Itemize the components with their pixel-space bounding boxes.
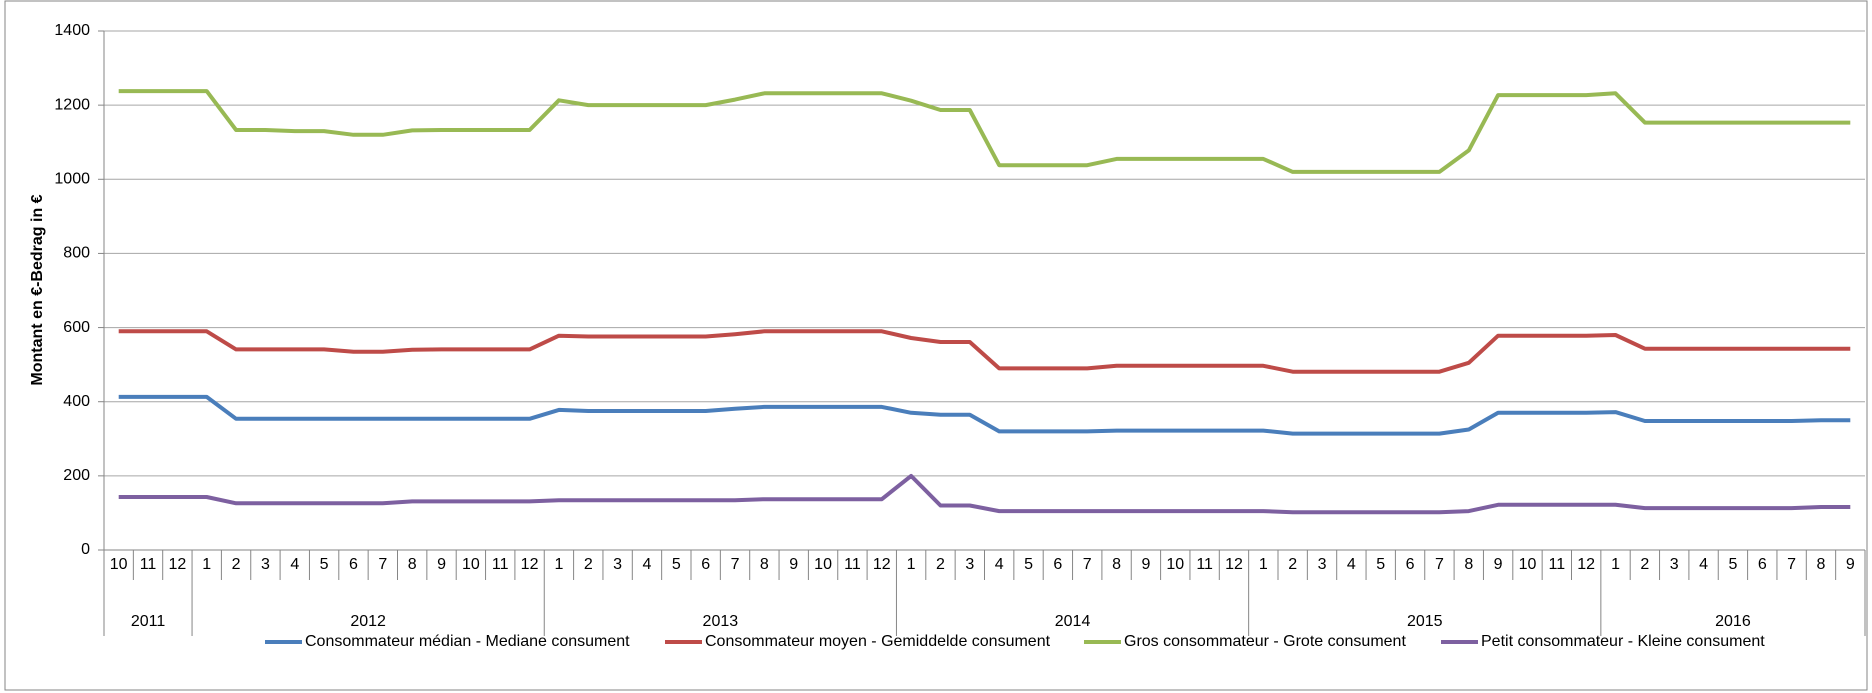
- x-tick-label: 7: [1787, 556, 1796, 573]
- x-tick-label: 11: [844, 556, 861, 573]
- x-tick-label: 10: [1519, 556, 1537, 573]
- x-tick-label: 6: [1053, 556, 1062, 573]
- series-line: [118, 473, 1851, 515]
- series-line: [118, 329, 1851, 374]
- x-tick-label: 2: [1640, 556, 1649, 573]
- x-group-label: 2012: [350, 613, 386, 630]
- x-tick-label: 9: [789, 556, 798, 573]
- y-tick-label: 1400: [54, 22, 90, 39]
- x-tick-label: 4: [995, 556, 1004, 573]
- x-tick-label: 2: [584, 556, 593, 573]
- x-tick-label: 2: [1288, 556, 1297, 573]
- x-tick-label: 8: [408, 556, 417, 573]
- x-group-label: 2016: [1715, 613, 1751, 630]
- x-tick-label: 6: [1406, 556, 1415, 573]
- x-tick-label: 2: [232, 556, 241, 573]
- x-tick-label: 4: [1699, 556, 1708, 573]
- chart-frame: [4, 0, 1868, 691]
- x-tick-label: 10: [814, 556, 832, 573]
- x-tick-label: 9: [1494, 556, 1503, 573]
- x-tick-label: 5: [320, 556, 329, 573]
- x-tick-label: 8: [1464, 556, 1473, 573]
- y-tick-label: 200: [63, 467, 90, 484]
- y-tick-label: 600: [63, 319, 90, 336]
- x-tick-label: 1: [1611, 556, 1620, 573]
- y-tick-label: 1200: [54, 96, 90, 113]
- x-tick-label: 12: [521, 556, 539, 573]
- x-tick-label: 4: [643, 556, 652, 573]
- x-tick-label: 4: [1347, 556, 1356, 573]
- x-tick-label: 12: [873, 556, 891, 573]
- legend-label: Gros consommateur - Grote consument: [1124, 633, 1406, 650]
- x-tick-label: 9: [1141, 556, 1150, 573]
- series-line: [118, 394, 1851, 436]
- x-group-label: 2013: [703, 613, 739, 630]
- x-tick-label: 6: [701, 556, 710, 573]
- x-tick-label: 10: [462, 556, 480, 573]
- x-tick-label: 3: [965, 556, 974, 573]
- x-tick-label: 11: [1549, 556, 1566, 573]
- y-tick-label: 800: [63, 245, 90, 262]
- x-tick-label: 6: [1758, 556, 1767, 573]
- x-tick-label: 5: [1376, 556, 1385, 573]
- x-tick-label: 9: [437, 556, 446, 573]
- x-tick-label: 7: [1435, 556, 1444, 573]
- x-tick-label: 7: [731, 556, 740, 573]
- series-line: [118, 89, 1851, 174]
- x-tick-label: 3: [1318, 556, 1327, 573]
- x-tick-label: 5: [672, 556, 681, 573]
- x-tick-label: 7: [378, 556, 387, 573]
- x-tick-label: 1: [907, 556, 916, 573]
- y-tick-label: 1000: [54, 171, 90, 188]
- x-tick-label: 12: [168, 556, 186, 573]
- legend-label: Consommateur médian - Mediane consument: [305, 633, 630, 650]
- x-tick-label: 2: [936, 556, 945, 573]
- x-tick-label: 12: [1225, 556, 1243, 573]
- x-group-label: 2014: [1055, 613, 1091, 630]
- x-group-label: 2011: [131, 613, 166, 630]
- x-tick-label: 5: [1024, 556, 1033, 573]
- x-tick-label: 1: [1259, 556, 1268, 573]
- x-tick-label: 10: [1166, 556, 1184, 573]
- x-tick-label: 8: [760, 556, 769, 573]
- x-tick-label: 10: [110, 556, 128, 573]
- x-tick-label: 11: [1196, 556, 1213, 573]
- legend-label: Consommateur moyen - Gemiddelde consumen…: [705, 633, 1051, 650]
- y-axis-label: Montant en €-Bedrag in €: [29, 194, 46, 385]
- x-tick-label: 11: [492, 556, 509, 573]
- y-tick-label: 0: [81, 541, 90, 558]
- x-tick-label: 8: [1817, 556, 1826, 573]
- legend-label: Petit consommateur - Kleine consument: [1481, 633, 1765, 650]
- x-tick-label: 9: [1846, 556, 1855, 573]
- x-tick-label: 1: [202, 556, 211, 573]
- x-tick-label: 3: [1670, 556, 1679, 573]
- x-tick-label: 5: [1728, 556, 1737, 573]
- x-tick-label: 3: [261, 556, 270, 573]
- x-tick-label: 7: [1083, 556, 1092, 573]
- x-group-label: 2015: [1407, 613, 1443, 630]
- y-tick-label: 400: [63, 393, 90, 410]
- x-tick-label: 4: [290, 556, 299, 573]
- x-tick-label: 11: [140, 556, 157, 573]
- x-tick-label: 8: [1112, 556, 1121, 573]
- x-tick-label: 3: [613, 556, 622, 573]
- x-tick-label: 12: [1577, 556, 1595, 573]
- x-tick-label: 6: [349, 556, 358, 573]
- x-tick-label: 1: [554, 556, 563, 573]
